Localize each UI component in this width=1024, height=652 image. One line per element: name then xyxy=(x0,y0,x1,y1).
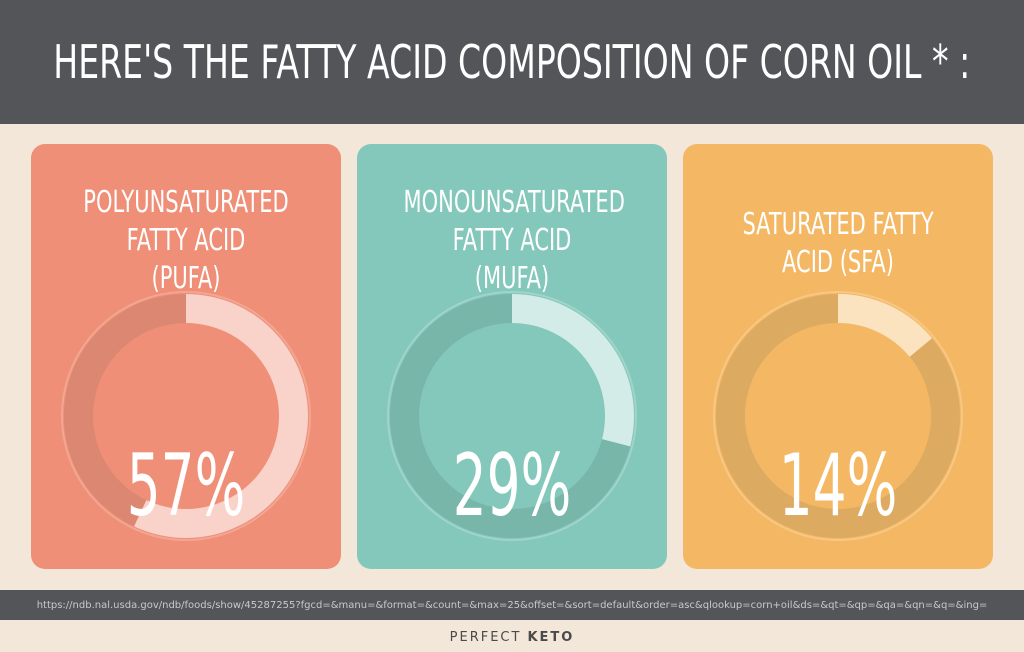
pufa-donut xyxy=(61,291,311,541)
pufa-value: 57% xyxy=(126,436,246,536)
donut-remainder-segment xyxy=(64,294,186,527)
sfa-card: SATURATED FATTY ACID (SFA) 14% xyxy=(683,144,993,569)
mufa-card: MONOUNSATURATED FATTY ACID (MUFA) 29% xyxy=(357,144,667,569)
donut-value-segment xyxy=(838,294,933,357)
source-url: https://ndb.nal.usda.gov/ndb/foods/show/… xyxy=(36,599,988,611)
donut-outer-ring xyxy=(387,291,637,541)
sfa-donut xyxy=(713,291,963,541)
sfa-value: 14% xyxy=(778,436,898,536)
sfa-label: SATURATED FATTY ACID (SFA) xyxy=(742,207,934,280)
brand-name-part1: PERFECT xyxy=(449,629,522,645)
page-title: HERE'S THE FATTY ACID COMPOSITION OF COR… xyxy=(53,35,971,89)
mufa-label: MONOUNSATURATED FATTY ACID (MUFA) xyxy=(403,185,625,296)
donut-outer-ring xyxy=(713,291,963,541)
pufa-label: POLYUNSATURATED FATTY ACID (PUFA) xyxy=(83,185,289,296)
mufa-donut xyxy=(387,291,637,541)
mufa-value: 29% xyxy=(452,436,572,536)
brand-logo: PERFECT KETO xyxy=(0,625,1024,649)
donut-value-segment xyxy=(512,294,634,447)
donut-value-segment xyxy=(134,294,309,538)
source-bar: https://ndb.nal.usda.gov/ndb/foods/show/… xyxy=(0,590,1024,620)
header-banner: HERE'S THE FATTY ACID COMPOSITION OF COR… xyxy=(0,0,1024,124)
pufa-card: POLYUNSATURATED FATTY ACID (PUFA) 57% xyxy=(31,144,341,569)
brand-name-part2: KETO xyxy=(527,629,575,645)
donut-outer-ring xyxy=(61,291,311,541)
